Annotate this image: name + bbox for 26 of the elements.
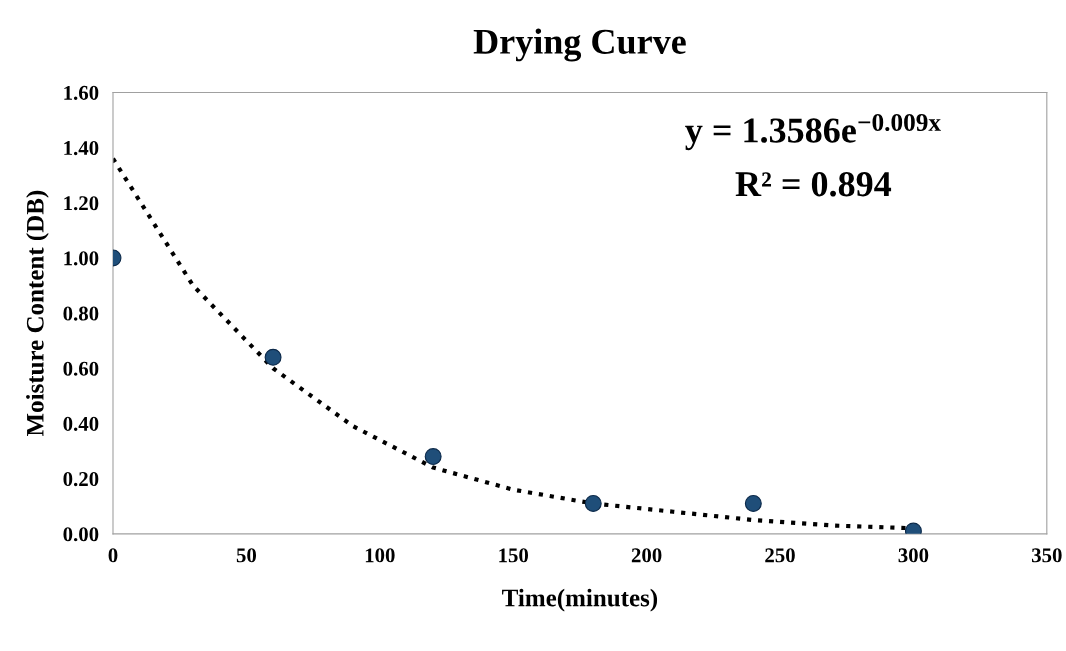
- y-tick-label: 0.40: [63, 416, 99, 431]
- y-tick-label: 1.20: [64, 196, 99, 211]
- y-tick-label: 0.20: [63, 472, 99, 487]
- y-tick-label: 0.80: [63, 306, 99, 321]
- x-tick-label: 50: [236, 548, 257, 563]
- annotation: y = 1.3586e$^{−0.009x}$: [685, 113, 941, 151]
- y-tick-label: 0.60: [63, 361, 99, 376]
- point: [584, 495, 602, 512]
- x-tick-label: 0: [108, 548, 118, 563]
- y-tick-label: 1.00: [64, 251, 99, 266]
- x-axis-title: Time(minutes): [502, 588, 658, 612]
- x-tick-label: 250: [765, 548, 795, 563]
- y-tick-label: 1.40: [64, 140, 99, 156]
- x-tick-label: 150: [499, 548, 529, 563]
- y-tick-label: 1.60: [64, 85, 99, 100]
- x-tick-label: 100: [365, 548, 395, 563]
- point: [744, 495, 762, 512]
- point: [424, 448, 442, 466]
- x-tick-label: 350: [1031, 548, 1062, 563]
- x-tick-label: 300: [898, 548, 929, 563]
- point: [264, 348, 282, 366]
- y-axis-title: Moisture Content (DB): [26, 190, 49, 437]
- x-tick-label: 200: [631, 548, 662, 563]
- annotation: R² = 0.894: [735, 172, 892, 197]
- chart-title: Drying Curve: [473, 28, 686, 62]
- y-tick-label: 0.00: [63, 527, 99, 542]
